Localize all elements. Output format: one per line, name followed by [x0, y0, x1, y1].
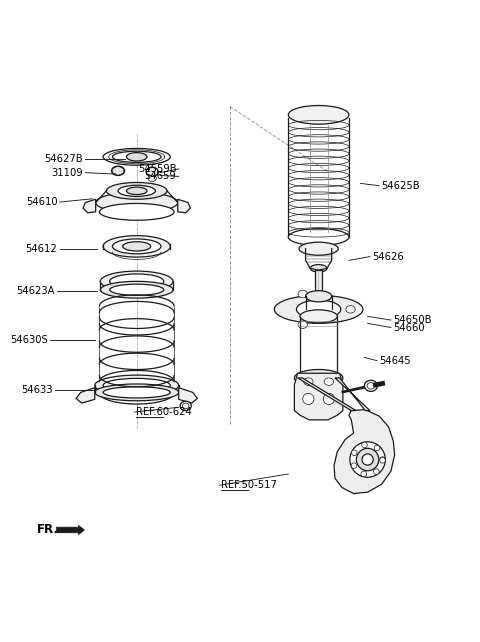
Text: 54659: 54659 — [144, 171, 176, 182]
Text: FR.: FR. — [36, 523, 59, 537]
Ellipse shape — [357, 448, 379, 471]
Ellipse shape — [96, 192, 178, 213]
Polygon shape — [76, 388, 95, 403]
Ellipse shape — [288, 229, 349, 245]
Ellipse shape — [304, 378, 313, 385]
Polygon shape — [335, 378, 370, 411]
Ellipse shape — [297, 300, 341, 318]
Ellipse shape — [288, 105, 349, 124]
Ellipse shape — [107, 182, 167, 199]
Ellipse shape — [306, 291, 332, 302]
Ellipse shape — [367, 383, 374, 389]
Ellipse shape — [100, 281, 173, 298]
Ellipse shape — [103, 148, 170, 165]
Ellipse shape — [310, 265, 327, 272]
Ellipse shape — [95, 384, 179, 401]
Ellipse shape — [109, 284, 164, 295]
Text: 54626: 54626 — [372, 252, 404, 262]
Ellipse shape — [103, 378, 170, 392]
Ellipse shape — [374, 445, 380, 451]
Ellipse shape — [324, 378, 334, 385]
Ellipse shape — [364, 380, 377, 392]
Ellipse shape — [351, 450, 357, 456]
Text: 54645: 54645 — [379, 356, 411, 366]
Ellipse shape — [103, 386, 170, 398]
Text: 54623A: 54623A — [17, 286, 55, 296]
Ellipse shape — [103, 236, 170, 257]
Ellipse shape — [300, 310, 337, 323]
Text: REF.60-624: REF.60-624 — [136, 407, 192, 417]
Ellipse shape — [180, 401, 192, 411]
Ellipse shape — [123, 241, 151, 251]
Polygon shape — [315, 270, 323, 299]
Ellipse shape — [111, 166, 125, 175]
Ellipse shape — [351, 463, 357, 469]
Ellipse shape — [346, 306, 355, 313]
Ellipse shape — [362, 454, 373, 465]
Polygon shape — [298, 378, 356, 411]
Polygon shape — [294, 373, 343, 420]
Ellipse shape — [100, 271, 173, 291]
Text: 54630S: 54630S — [11, 334, 48, 345]
Text: 54650B: 54650B — [393, 315, 432, 325]
Ellipse shape — [148, 175, 156, 182]
Ellipse shape — [109, 274, 164, 289]
Ellipse shape — [324, 394, 335, 404]
Ellipse shape — [303, 394, 314, 404]
Ellipse shape — [182, 403, 189, 409]
Text: 54633: 54633 — [21, 385, 53, 395]
Ellipse shape — [99, 204, 174, 220]
Ellipse shape — [350, 442, 385, 477]
Ellipse shape — [126, 153, 147, 161]
Ellipse shape — [95, 375, 179, 395]
Text: 54625B: 54625B — [382, 181, 420, 191]
Ellipse shape — [373, 469, 379, 474]
Ellipse shape — [299, 242, 338, 256]
Ellipse shape — [380, 456, 385, 462]
Text: REF.50-517: REF.50-517 — [221, 480, 276, 490]
Ellipse shape — [361, 471, 367, 477]
Ellipse shape — [298, 321, 307, 329]
Ellipse shape — [112, 239, 161, 254]
Ellipse shape — [294, 370, 343, 386]
Text: 54627B: 54627B — [45, 153, 83, 164]
Ellipse shape — [118, 186, 156, 196]
Ellipse shape — [380, 458, 385, 463]
Ellipse shape — [126, 187, 147, 195]
Ellipse shape — [362, 442, 367, 447]
Ellipse shape — [112, 152, 161, 162]
Text: 54612: 54612 — [25, 244, 58, 254]
Text: 54660: 54660 — [393, 322, 425, 333]
Polygon shape — [179, 388, 197, 403]
Text: 54610: 54610 — [26, 197, 58, 207]
Polygon shape — [334, 410, 395, 494]
Text: 54559B: 54559B — [138, 164, 176, 174]
Polygon shape — [178, 199, 191, 213]
Ellipse shape — [298, 290, 307, 298]
Polygon shape — [83, 199, 96, 213]
Text: 31109: 31109 — [51, 168, 83, 178]
Polygon shape — [57, 525, 84, 535]
Ellipse shape — [146, 167, 158, 177]
Ellipse shape — [274, 295, 363, 324]
